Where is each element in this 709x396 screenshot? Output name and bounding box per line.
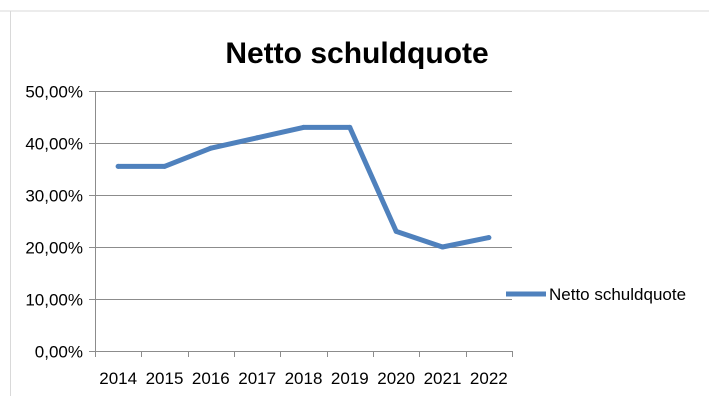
x-tick-label: 2021 (424, 369, 462, 388)
y-tick-label: 50,00% (25, 83, 83, 102)
data-point (347, 124, 353, 130)
x-tick-label: 2019 (331, 369, 369, 388)
series-lines (115, 124, 492, 250)
x-tick-label: 2014 (99, 369, 137, 388)
y-tick-label: 20,00% (25, 239, 83, 258)
legend-label: Netto schuldquote (549, 285, 686, 304)
data-point (301, 124, 306, 130)
chart-title: Netto schuldquote (225, 37, 488, 70)
axes (89, 91, 513, 357)
data-point (440, 244, 445, 250)
x-tick-label: 2022 (470, 369, 508, 388)
y-tick-label: 40,00% (25, 135, 83, 154)
data-point (486, 235, 492, 241)
x-tick-label: 2020 (377, 369, 415, 388)
x-tick-label: 2015 (146, 369, 184, 388)
y-tick-label: 10,00% (25, 291, 83, 310)
data-point (162, 163, 167, 169)
x-tick-label: 2018 (285, 369, 323, 388)
data-point (254, 135, 260, 141)
data-point (393, 228, 399, 234)
series-line (115, 124, 492, 250)
x-tick-label: 2016 (192, 369, 230, 388)
y-tick-label: 30,00% (25, 187, 83, 206)
data-point (208, 145, 214, 151)
y-tick-label: 0,00% (35, 343, 83, 362)
data-point (115, 163, 121, 169)
gridlines (95, 91, 512, 300)
x-tick-label: 2017 (238, 369, 276, 388)
tick-labels: 0,00% 10,00% 20,00% 30,00% 40,00% 50,00% 2014 2… (25, 83, 507, 389)
legend: Netto schuldquote (506, 285, 686, 304)
